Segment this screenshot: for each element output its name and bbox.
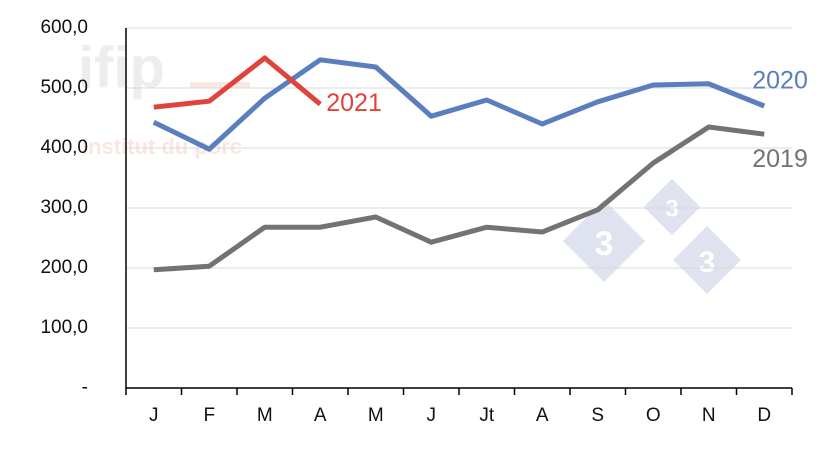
series-label: 2020	[752, 67, 808, 95]
x-tick-label: F	[203, 405, 215, 426]
series-label: 2019	[752, 145, 808, 173]
badge-text: 3	[595, 225, 614, 263]
watermark-brand: ifip	[78, 35, 165, 100]
watermark-bar	[190, 82, 250, 88]
x-tick-label: A	[314, 405, 327, 426]
x-tick-label: S	[591, 405, 604, 426]
x-tick-label: J	[149, 405, 159, 426]
x-tick-label: N	[702, 405, 716, 426]
y-tick-label: 600,0	[40, 17, 88, 38]
y-tick-label: 200,0	[40, 257, 88, 278]
x-tick-label: A	[536, 405, 549, 426]
badge-text: 3	[665, 195, 678, 222]
series-line	[152, 57, 766, 152]
watermark-tagline: Institut du porc	[82, 134, 242, 159]
series-line	[153, 124, 765, 273]
badge-text: 3	[699, 246, 716, 279]
y-tick-label: 400,0	[40, 137, 88, 158]
y-tick-label: -	[82, 377, 88, 398]
series-label: 2021	[326, 89, 382, 117]
y-tick-label: 500,0	[40, 77, 88, 98]
y-tick-label: 100,0	[40, 317, 88, 338]
x-tick-label: J	[427, 405, 437, 426]
x-tick-label: D	[757, 405, 771, 426]
x-tick-label: O	[646, 405, 661, 426]
y-tick-label: 300,0	[40, 197, 88, 218]
series-line	[153, 55, 322, 110]
x-tick-label: M	[368, 405, 384, 426]
x-tick-label: Jt	[479, 405, 495, 426]
x-tick-label: M	[257, 405, 273, 426]
watermark: ifip Institut du porc 3 3 3	[78, 35, 741, 294]
